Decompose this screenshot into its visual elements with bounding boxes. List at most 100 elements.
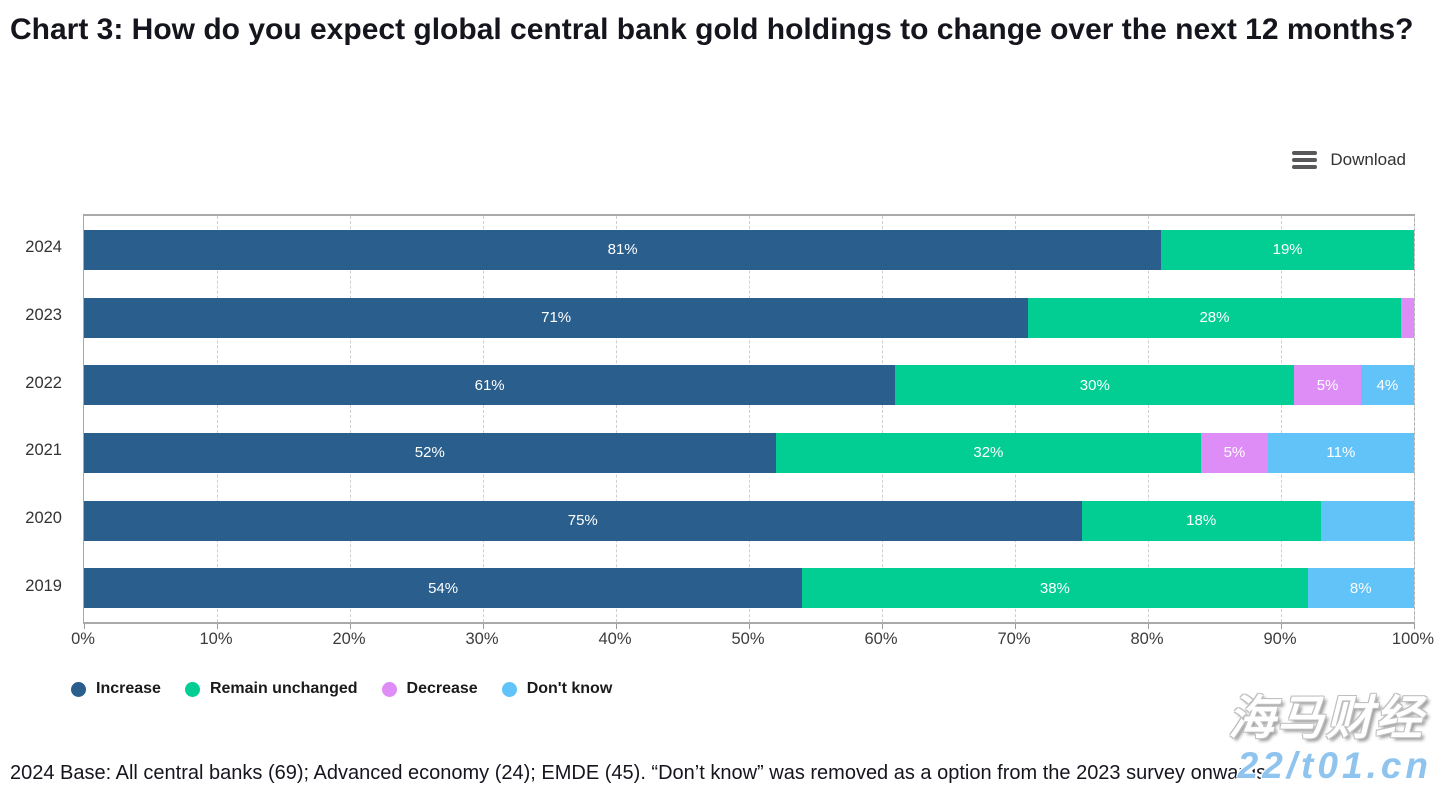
- axis-tick-60: [882, 624, 883, 629]
- legend-dot-icon: [381, 681, 397, 697]
- legend-item-remain-unchanged[interactable]: Remain unchanged: [184, 680, 358, 698]
- axis-tick-30: [483, 624, 484, 629]
- segment-2022-don-t-know[interactable]: 4%: [1360, 365, 1414, 406]
- x-label-40: 40%: [598, 630, 632, 648]
- segment-value-label: 4%: [1376, 376, 1399, 394]
- legend-dot-icon: [71, 681, 86, 697]
- x-label-20: 20%: [332, 630, 366, 648]
- segment-2023-remain-unchanged[interactable]: 28%: [1028, 297, 1401, 338]
- legend-item-decrease[interactable]: Decrease: [381, 680, 478, 698]
- footnote: 2024 Base: All central banks (69); Advan…: [10, 762, 1272, 784]
- x-label-10: 10%: [199, 630, 233, 648]
- legend-item-don-t-know[interactable]: Don't know: [501, 680, 613, 698]
- x-label-50: 50%: [731, 630, 765, 648]
- gridline-80: [1148, 216, 1149, 622]
- axis-tick-70: [1015, 624, 1016, 629]
- segment-2020-increase[interactable]: 75%: [84, 500, 1082, 541]
- segment-2022-remain-unchanged[interactable]: 30%: [895, 365, 1295, 406]
- legend-label: Don't know: [526, 680, 613, 697]
- y-label-2023: 2023: [25, 306, 62, 324]
- gridline-60: [882, 216, 883, 622]
- bar-rows: 81% 19% 71% 28% 61% 30% 5% 4% 52% 32% 5% 11% 75% 18% 5…: [84, 216, 1414, 622]
- download-label: Download: [1330, 150, 1406, 169]
- axis-tick-10: [217, 624, 218, 629]
- segment-value-label: 5%: [1316, 376, 1339, 394]
- x-label-90: 90%: [1263, 630, 1297, 648]
- chart-title: Chart 3: How do you expect global centra…: [10, 13, 1414, 46]
- segment-value-label: 5%: [1223, 444, 1246, 462]
- x-label-100: 100%: [1391, 630, 1434, 648]
- segment-value-label: 61%: [474, 376, 505, 394]
- y-label-2024: 2024: [25, 238, 62, 257]
- segment-value-label: 28%: [1199, 309, 1230, 326]
- hamburger-menu-icon: [1292, 151, 1318, 169]
- gridline-10: [217, 216, 218, 622]
- segment-2021-remain-unchanged[interactable]: 32%: [775, 432, 1202, 473]
- bar-2020: 75% 18%: [84, 500, 1414, 541]
- y-label-2022: 2022: [25, 373, 62, 392]
- segment-value-label: 38%: [1039, 579, 1070, 597]
- chart-row-2023: 71% 28%: [84, 284, 1414, 352]
- bar-2019: 54% 38% 8%: [84, 568, 1414, 609]
- axis-tick-20: [350, 624, 351, 629]
- y-label-2020: 2020: [25, 509, 62, 528]
- segment-value-label: 18%: [1186, 512, 1217, 530]
- chart-row-2020: 75% 18%: [84, 487, 1414, 555]
- segment-2022-decrease[interactable]: 5%: [1294, 365, 1361, 406]
- segment-2023-decrease[interactable]: [1400, 297, 1414, 338]
- segment-2020-remain-unchanged[interactable]: 18%: [1081, 500, 1321, 541]
- chart-row-2021: 52% 32% 5% 11%: [84, 419, 1414, 487]
- x-label-80: 80%: [1130, 630, 1164, 648]
- gridline-50: [749, 216, 750, 622]
- segment-value-label: 32%: [973, 444, 1004, 462]
- legend-label: Remain unchanged: [209, 680, 358, 697]
- segment-value-label: 52%: [414, 444, 445, 462]
- gridline-70: [1015, 216, 1016, 622]
- bar-2021: 52% 32% 5% 11%: [84, 432, 1414, 473]
- segment-2021-don-t-know[interactable]: 11%: [1267, 432, 1414, 473]
- gridline-30: [483, 216, 484, 622]
- segment-2022-increase[interactable]: 61%: [84, 365, 896, 406]
- download-button[interactable]: Download: [1292, 146, 1406, 174]
- legend: Increase Remain unchanged Decrease Don't kn…: [71, 676, 612, 702]
- gridline-20: [350, 216, 351, 622]
- axis-tick-100: [1414, 624, 1415, 629]
- segment-value-label: 71%: [541, 309, 572, 326]
- bar-2023: 71% 28%: [84, 297, 1414, 338]
- segment-2024-increase[interactable]: 81%: [84, 229, 1162, 270]
- segment-2019-remain-unchanged[interactable]: 38%: [802, 568, 1308, 609]
- segment-value-label: 8%: [1349, 579, 1372, 597]
- axis-tick-40: [616, 624, 617, 629]
- segment-2021-decrease[interactable]: 5%: [1201, 432, 1268, 473]
- segment-2021-increase[interactable]: 52%: [84, 432, 776, 473]
- segment-value-label: 19%: [1272, 241, 1303, 259]
- legend-dot-icon: [184, 681, 200, 697]
- segment-2023-increase[interactable]: 71%: [84, 297, 1029, 338]
- chart-row-2024: 81% 19%: [84, 216, 1414, 284]
- gridline-40: [616, 216, 617, 622]
- chart-row-2019: 54% 38% 8%: [84, 554, 1414, 622]
- segment-value-label: 54%: [428, 579, 459, 597]
- legend-label: Decrease: [406, 680, 478, 697]
- axis-tick-90: [1281, 624, 1282, 629]
- segment-2024-remain-unchanged[interactable]: 19%: [1161, 229, 1414, 270]
- bar-2024: 81% 19%: [84, 229, 1414, 270]
- segment-2019-don-t-know[interactable]: 8%: [1307, 568, 1414, 609]
- x-label-30: 30%: [465, 630, 499, 648]
- segment-value-label: 75%: [567, 512, 598, 530]
- legend-label: Increase: [96, 680, 161, 697]
- y-label-2021: 2021: [25, 441, 62, 460]
- x-label-0: 0%: [71, 630, 95, 648]
- x-axis-labels: 0% 10% 20% 30% 40% 50% 60% 70% 80% 90% 100%: [71, 630, 1434, 652]
- segment-value-label: 30%: [1079, 376, 1110, 394]
- bar-2022: 61% 30% 5% 4%: [84, 365, 1414, 406]
- gridline-100: [1414, 216, 1415, 622]
- gridline-90: [1281, 216, 1282, 622]
- segment-2019-increase[interactable]: 54%: [84, 568, 803, 609]
- axis-tick-80: [1148, 624, 1149, 629]
- legend-item-increase[interactable]: Increase: [71, 680, 161, 698]
- segment-value-label: 11%: [1326, 444, 1356, 462]
- y-axis-labels: 2024 2023 2022 2021 2020 2019: [0, 214, 62, 620]
- y-label-2019: 2019: [25, 576, 62, 595]
- segment-2020-don-t-know[interactable]: [1320, 500, 1414, 541]
